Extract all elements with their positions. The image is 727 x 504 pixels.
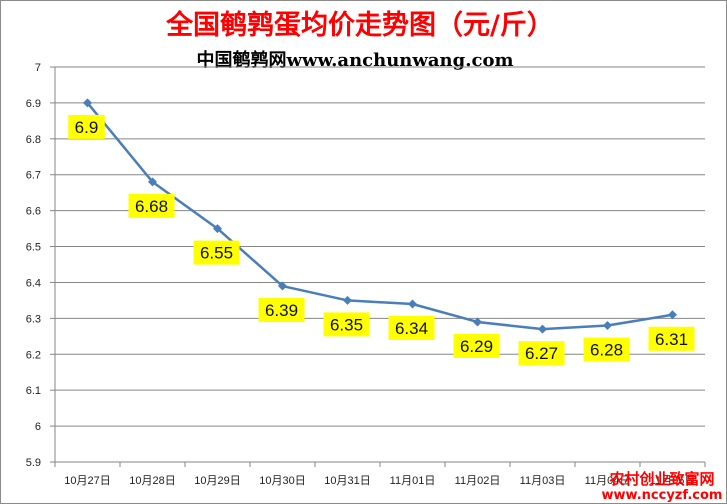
data-point	[603, 321, 612, 331]
data-label-bg	[68, 114, 105, 139]
y-tick-labels: 5.9 6 6.1 6.2 6.3 6.4 6.5 6.6 6.7 6.8 6.9 7	[26, 62, 41, 469]
data-points	[83, 98, 677, 334]
watermark-line1: 农村创业致富网	[608, 470, 714, 488]
data-label: 6.29	[453, 333, 500, 358]
y-tick-label: 6.8	[26, 134, 41, 146]
watermark-line2: www.nccyzf.com	[602, 488, 723, 503]
y-tick-label: 5.9	[26, 457, 41, 469]
chart-subtitle: 中国鹌鹑网www.anchunwang.com	[196, 49, 513, 71]
x-tick-label: 10月28日	[129, 475, 175, 487]
x-tick-label: 11月05日	[650, 475, 696, 487]
data-label-text: 6.9	[75, 118, 99, 137]
data-point	[343, 295, 352, 305]
data-label: 6.34	[388, 316, 435, 340]
x-tick-label: 11月04日	[585, 475, 631, 487]
data-point	[148, 177, 157, 187]
y-tick-label: 6	[35, 421, 41, 433]
data-label: 6.27	[518, 341, 565, 366]
data-point	[213, 224, 222, 234]
y-tick-label: 6.9	[26, 98, 41, 110]
data-point	[538, 324, 547, 334]
data-point	[668, 310, 677, 320]
x-tick-label: 11月03日	[520, 475, 566, 487]
y-tick-label: 6.7	[26, 170, 41, 182]
data-point	[473, 317, 482, 327]
x-tick-label: 10月29日	[194, 475, 240, 487]
y-tick-label: 6.6	[26, 206, 41, 218]
data-labels: 6.9 6.68 6.55 6.39 6.35 6.34 6.29 6.27 6.28 6.31	[68, 114, 695, 366]
x-tick-label: 11月02日	[455, 475, 501, 487]
data-label-text: 6.39	[265, 301, 298, 320]
data-label-text: 6.28	[590, 341, 623, 360]
y-tick-label: 6.5	[26, 242, 41, 254]
data-label-text: 6.29	[460, 337, 493, 356]
data-label: 6.55	[193, 240, 240, 265]
y-tick-label: 7	[35, 62, 41, 74]
data-label-text: 6.68	[135, 197, 168, 216]
data-label: 6.35	[323, 312, 370, 337]
data-label: 6.28	[583, 337, 630, 362]
y-tick-label: 6.4	[26, 277, 41, 289]
x-tick-label: 10月27日	[64, 475, 110, 487]
data-label-bg	[193, 240, 240, 265]
data-label-text: 6.55	[200, 244, 233, 263]
grid-lines	[50, 66, 705, 463]
x-tick-label: 11月01日	[390, 475, 436, 487]
data-label-bg	[388, 316, 435, 340]
data-label: 6.68	[128, 193, 175, 218]
data-point	[278, 281, 287, 291]
data-label-bg	[518, 341, 565, 366]
y-tick-label: 6.2	[26, 349, 41, 361]
data-label: 6.31	[648, 326, 695, 351]
data-label-text: 6.27	[525, 344, 558, 363]
data-point	[408, 299, 417, 309]
data-label-bg	[128, 193, 175, 218]
data-label-bg	[258, 298, 305, 323]
series-line	[86, 102, 673, 331]
data-label-bg	[453, 333, 500, 358]
chart-title: 全国鹌鹑蛋均价走势图（元/斤）	[165, 9, 554, 41]
y-tick-label: 6.1	[26, 385, 41, 397]
x-tick-labels: 10月27日 10月28日 10月29日 10月30日 10月31日 11月01日 11月0…	[64, 475, 695, 487]
data-label-bg	[648, 326, 695, 351]
data-label-bg	[583, 337, 630, 362]
data-label: 6.9	[68, 114, 105, 139]
data-label-text: 6.31	[655, 330, 688, 349]
y-tick-label: 6.3	[26, 313, 41, 325]
data-label-bg	[323, 312, 370, 337]
x-tick-label: 10月30日	[259, 475, 305, 487]
axes	[54, 67, 706, 467]
data-label: 6.39	[258, 298, 305, 323]
data-label-text: 6.35	[330, 315, 363, 334]
x-tick-label: 10月31日	[324, 475, 370, 487]
watermark: 农村创业致富网 www.nccyzf.com	[602, 470, 723, 503]
data-point	[83, 98, 92, 108]
data-label-text: 6.34	[395, 319, 428, 338]
